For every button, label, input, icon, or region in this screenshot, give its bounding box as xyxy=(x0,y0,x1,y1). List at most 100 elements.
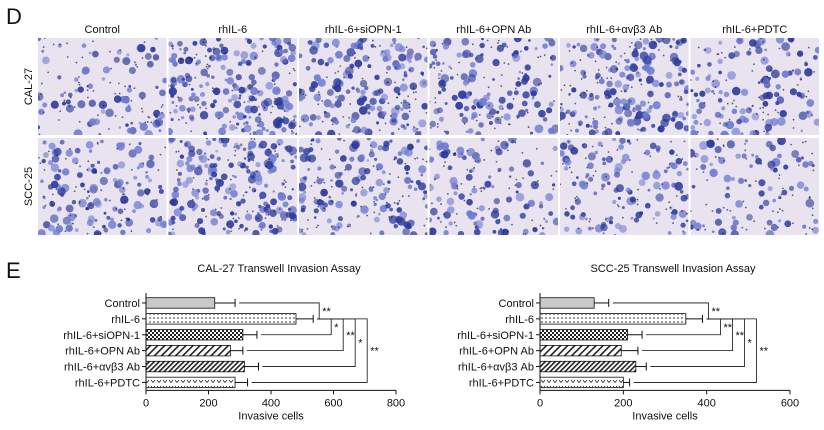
stained-cell xyxy=(386,80,389,84)
panel-letter-e: E xyxy=(6,258,21,283)
stained-cell xyxy=(461,38,470,46)
pore-dot xyxy=(47,150,50,153)
pore-dot xyxy=(171,47,174,50)
stained-cell xyxy=(685,111,689,117)
stained-cell xyxy=(238,96,242,100)
stained-cell xyxy=(430,207,438,216)
significance-label: ** xyxy=(712,306,721,318)
pore-dot xyxy=(86,85,89,88)
stained-cell xyxy=(122,57,131,66)
pore-dot xyxy=(569,84,572,87)
stained-cell xyxy=(498,96,506,104)
pore-dot xyxy=(271,79,274,82)
pore-dot xyxy=(745,157,748,160)
stained-cell xyxy=(301,95,306,100)
stained-cell xyxy=(506,102,514,110)
stained-cell xyxy=(655,38,665,43)
pore-dot xyxy=(604,218,607,220)
stained-cell xyxy=(560,150,565,157)
pore-dot xyxy=(536,180,539,182)
pore-dot xyxy=(85,208,88,210)
stained-cell xyxy=(191,207,196,212)
pore-dot xyxy=(616,96,618,99)
stained-cell xyxy=(210,103,216,109)
pore-dot xyxy=(745,228,748,231)
pore-dot xyxy=(302,93,305,96)
pore-dot xyxy=(490,149,493,152)
stained-cell xyxy=(505,196,513,203)
stained-cell xyxy=(693,92,699,97)
stained-cell xyxy=(585,123,590,128)
stained-cell xyxy=(384,54,392,62)
stained-cell xyxy=(461,116,469,124)
pore-dot xyxy=(586,166,589,169)
stained-cell xyxy=(71,157,79,165)
stained-cell xyxy=(149,199,159,209)
bar xyxy=(539,297,595,309)
stained-cell xyxy=(276,226,283,233)
pore-dot xyxy=(293,119,296,121)
stained-cell xyxy=(38,92,44,101)
stained-cell xyxy=(642,47,646,51)
stained-cell xyxy=(653,181,661,190)
stained-cell xyxy=(108,220,117,229)
pore-dot xyxy=(66,56,69,58)
stained-cell xyxy=(418,119,427,128)
pore-dot xyxy=(581,144,584,146)
pore-dot xyxy=(224,52,227,55)
stained-cell xyxy=(655,193,664,202)
pore-dot xyxy=(443,130,446,133)
stained-cell xyxy=(290,159,294,164)
stained-cell xyxy=(185,176,193,184)
pore-dot xyxy=(790,143,792,146)
stained-cell xyxy=(349,143,358,152)
pore-dot xyxy=(211,87,214,90)
stained-cell xyxy=(486,112,493,120)
stained-cell xyxy=(110,217,114,222)
stained-cell xyxy=(92,50,99,58)
pore-dot xyxy=(97,114,99,117)
pore-dot xyxy=(401,195,404,198)
stained-cell xyxy=(560,142,568,150)
bar xyxy=(539,329,628,341)
stained-cell xyxy=(587,52,595,59)
stained-cell xyxy=(265,160,274,170)
pore-dot xyxy=(384,193,387,196)
pore-dot xyxy=(75,162,78,165)
stained-cell xyxy=(131,208,137,214)
pore-dot xyxy=(486,39,489,42)
stained-cell xyxy=(212,87,221,96)
pore-dot xyxy=(317,224,319,227)
pore-dot xyxy=(620,90,623,93)
stained-cell xyxy=(154,118,164,127)
stained-cell xyxy=(416,138,421,143)
pore-dot xyxy=(497,140,500,143)
stained-cell xyxy=(794,68,802,76)
stained-cell xyxy=(778,219,782,223)
stained-cell xyxy=(665,71,673,79)
stained-cell xyxy=(355,87,360,92)
stained-cell xyxy=(805,110,813,118)
stained-cell xyxy=(41,49,45,53)
stained-cell xyxy=(732,219,739,226)
stained-cell xyxy=(487,175,492,179)
pore-dot xyxy=(316,176,319,179)
stained-cell xyxy=(492,58,500,67)
stained-cell xyxy=(513,38,522,43)
stained-cell xyxy=(303,176,308,181)
pore-dot xyxy=(212,90,214,93)
stained-cell xyxy=(593,191,598,196)
pore-dot xyxy=(117,82,120,85)
stained-cell xyxy=(301,232,307,235)
x-tick-label: 400 xyxy=(697,397,715,409)
pore-dot xyxy=(56,154,59,157)
micrograph-grid: Control rhIL-6 rhIL-6+siOPN-1 rhIL-6+OPN Ab… xyxy=(23,24,819,235)
stained-cell xyxy=(672,38,676,41)
stained-cell xyxy=(265,129,269,132)
pore-dot xyxy=(96,141,99,144)
pore-dot xyxy=(92,226,95,229)
pore-dot xyxy=(574,197,577,200)
stained-cell xyxy=(594,129,600,134)
pore-dot xyxy=(372,186,375,189)
pore-dot xyxy=(444,161,446,163)
